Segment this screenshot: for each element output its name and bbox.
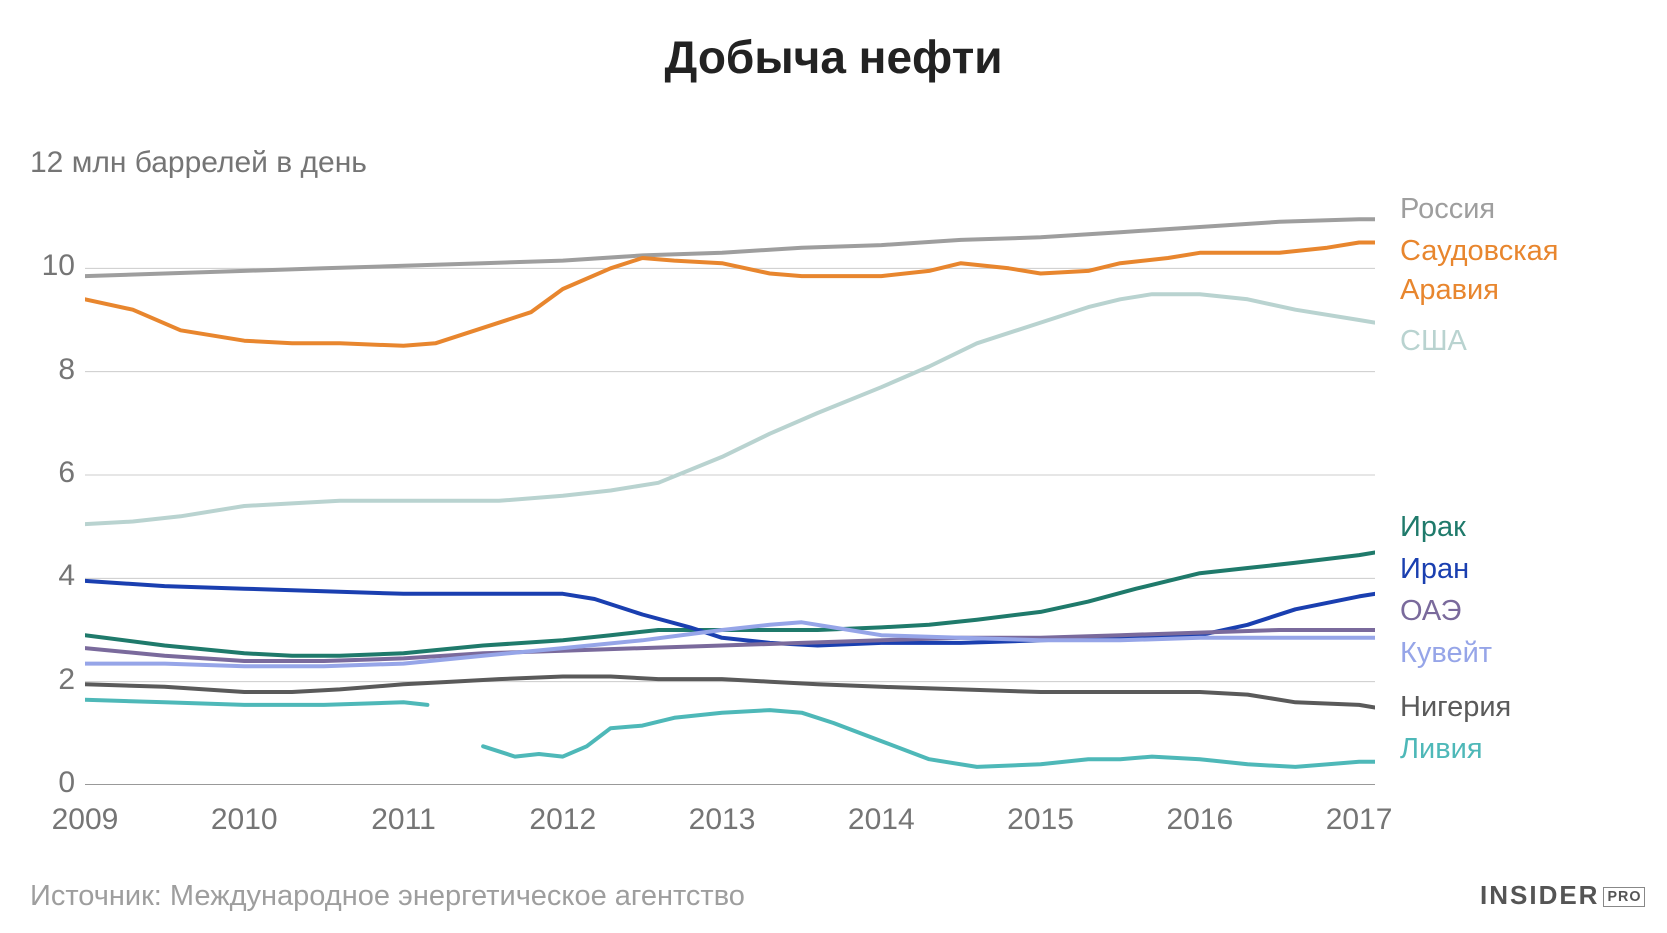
series-line-nigeria xyxy=(85,677,1375,708)
legend-item-nigeria: Нигерия xyxy=(1400,688,1511,727)
x-tick-label: 2010 xyxy=(194,803,294,837)
chart-title: Добыча нефти xyxy=(0,30,1667,84)
x-tick-label: 2012 xyxy=(513,803,613,837)
chart-plot-area xyxy=(85,165,1375,785)
x-tick-label: 2009 xyxy=(35,803,135,837)
brand-logo: INSIDERPRO xyxy=(1480,880,1645,911)
brand-suffix: PRO xyxy=(1603,887,1645,907)
y-tick-label: 8 xyxy=(15,353,75,387)
chart-container: { "title": "Добыча нефти", "title_fontsi… xyxy=(0,0,1667,933)
source-caption: Источник: Международное энергетическое а… xyxy=(30,880,745,913)
series-line-russia xyxy=(85,219,1375,276)
y-tick-label: 4 xyxy=(15,559,75,593)
legend-item-saudi: Саудовская Аравия xyxy=(1400,232,1558,310)
series-line-iran xyxy=(85,581,1375,646)
legend-item-russia: Россия xyxy=(1400,190,1495,229)
y-tick-label: 6 xyxy=(15,456,75,490)
legend-item-iran: Иран xyxy=(1400,550,1469,589)
y-tick-label: 2 xyxy=(15,663,75,697)
series-line-usa xyxy=(85,294,1375,524)
y-tick-label: 0 xyxy=(15,766,75,800)
x-tick-label: 2013 xyxy=(672,803,772,837)
series-line-libya xyxy=(85,700,427,705)
brand-text: INSIDER xyxy=(1480,880,1599,910)
y-tick-label: 10 xyxy=(15,249,75,283)
x-tick-label: 2015 xyxy=(991,803,1091,837)
x-tick-label: 2016 xyxy=(1150,803,1250,837)
legend-item-kuwait: Кувейт xyxy=(1400,634,1492,673)
legend-item-iraq: Ирак xyxy=(1400,508,1466,547)
x-tick-label: 2017 xyxy=(1309,803,1409,837)
series-line-libya xyxy=(483,710,1375,767)
legend-item-usa: США xyxy=(1400,322,1467,361)
x-tick-label: 2011 xyxy=(354,803,454,837)
legend-item-libya: Ливия xyxy=(1400,730,1483,769)
x-tick-label: 2014 xyxy=(831,803,931,837)
legend-item-uae: ОАЭ xyxy=(1400,592,1461,631)
